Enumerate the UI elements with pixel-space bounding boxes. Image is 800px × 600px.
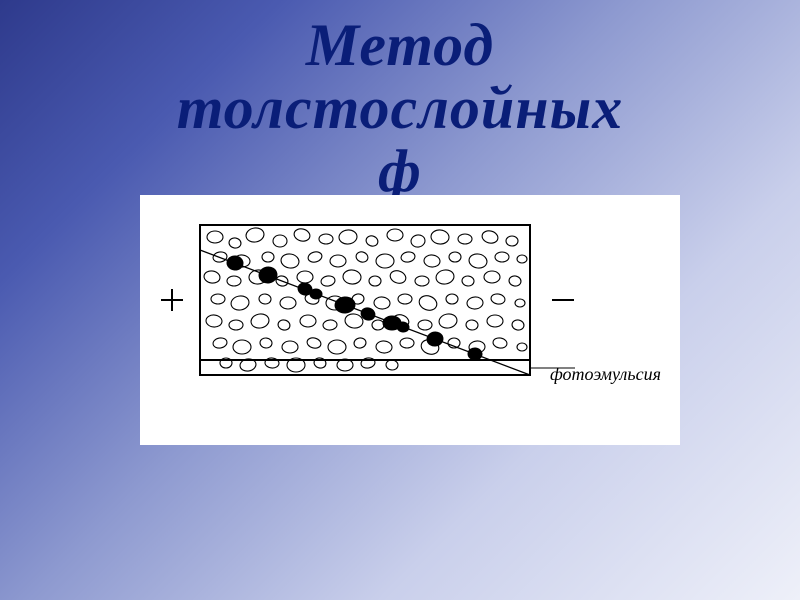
title-line1: Метод	[306, 12, 494, 78]
title-line2: толстослойных	[177, 75, 623, 141]
diagram-label: фотоэмульсия	[550, 364, 661, 384]
slide-title: Метод толстослойных ф	[0, 14, 800, 203]
diagram-panel: фотоэмульсия	[140, 195, 680, 445]
diagram-svg: фотоэмульсия	[140, 195, 680, 445]
slide: Метод толстослойных ф фотоэмульсия	[0, 0, 800, 600]
